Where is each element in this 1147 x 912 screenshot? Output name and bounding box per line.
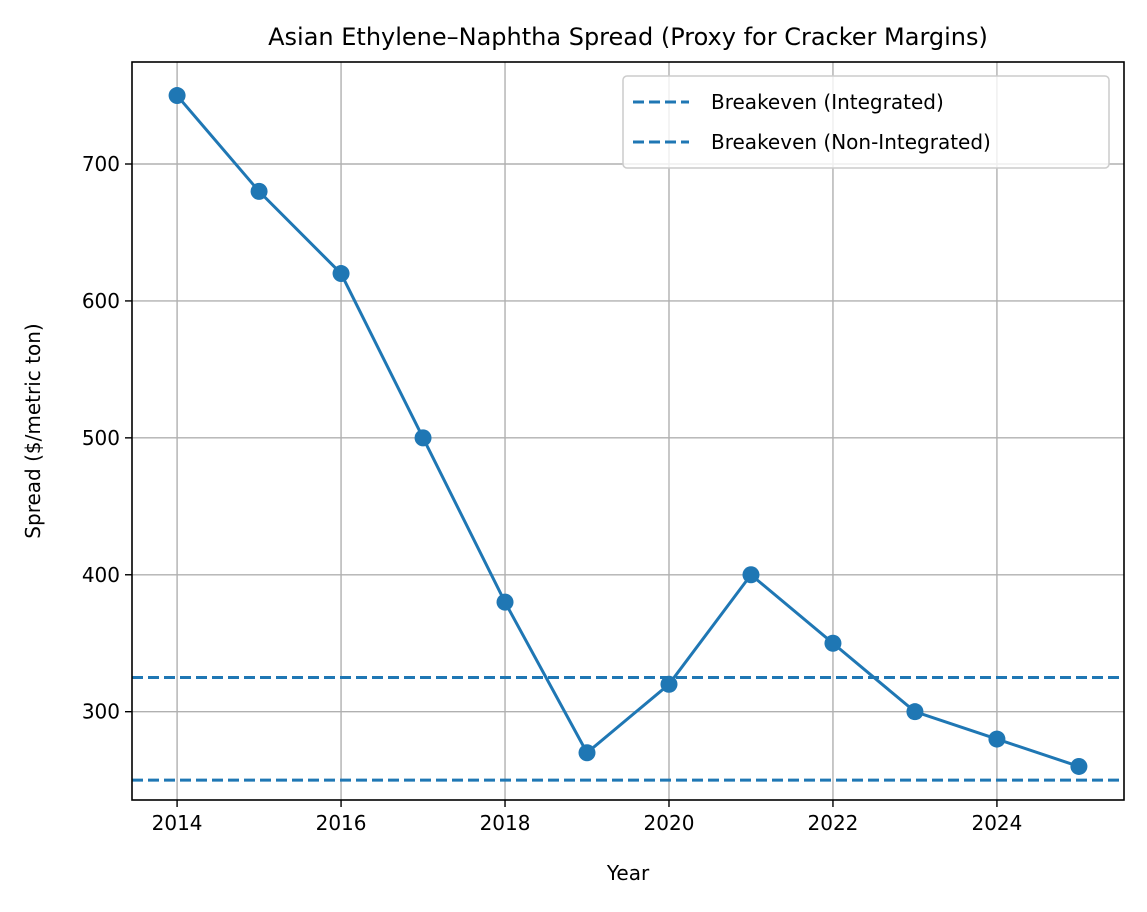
data-point: [578, 744, 596, 762]
chart-title: Asian Ethylene–Naphtha Spread (Proxy for…: [268, 23, 988, 51]
legend-label: Breakeven (Non-Integrated): [711, 130, 991, 154]
y-axis-label: Spread ($/metric ton): [21, 323, 45, 538]
y-tick-label: 300: [82, 700, 120, 724]
data-point: [824, 634, 842, 652]
legend-label: Breakeven (Integrated): [711, 90, 944, 114]
y-tick-label: 600: [82, 289, 120, 313]
x-tick-label: 2022: [808, 811, 859, 835]
data-point: [988, 730, 1006, 748]
data-point: [742, 566, 760, 584]
data-point: [414, 429, 432, 447]
data-point: [250, 182, 268, 200]
grid: [132, 62, 1124, 800]
y-tick-label: 700: [82, 152, 120, 176]
x-axis-label: Year: [606, 861, 650, 885]
y-tick-label: 500: [82, 426, 120, 450]
y-tick-label: 400: [82, 563, 120, 587]
data-point: [660, 675, 678, 693]
data-point: [496, 593, 514, 611]
data-point: [906, 703, 924, 721]
series-line: [175, 94, 1080, 768]
x-tick-label: 2016: [316, 811, 367, 835]
ticks: 2014 2016 2018 2020 2022 2024 300 400 500 600 700: [82, 152, 1023, 835]
x-tick-label: 2014: [152, 811, 203, 835]
x-tick-label: 2018: [480, 811, 531, 835]
data-point: [1070, 757, 1088, 775]
breakeven-lines: [132, 675, 1124, 782]
series: [168, 87, 1088, 775]
data-point: [332, 265, 350, 283]
legend: Breakeven (Integrated) Breakeven (Non-Int…: [622, 75, 1110, 169]
x-tick-label: 2024: [971, 811, 1022, 835]
plot-frame: [131, 61, 1125, 801]
legend-box: [622, 75, 1110, 169]
x-tick-label: 2020: [644, 811, 695, 835]
data-point: [168, 87, 186, 105]
